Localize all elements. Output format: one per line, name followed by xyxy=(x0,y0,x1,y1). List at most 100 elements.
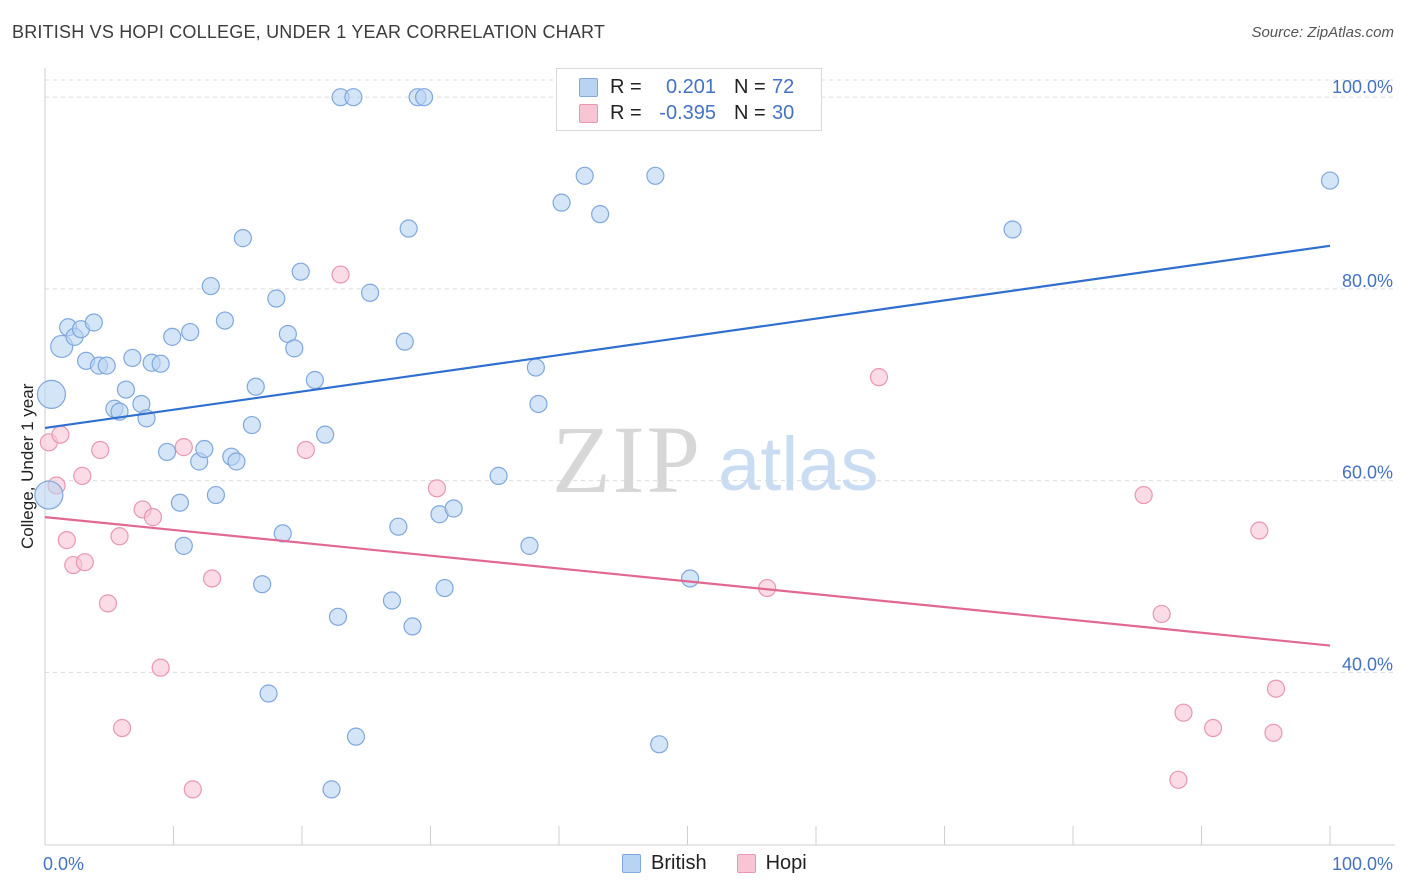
y-tick-label: 60.0% xyxy=(1342,463,1393,483)
legend-row-hopi: R = -0.395 N = 30 xyxy=(579,100,794,126)
legend-item-hopi[interactable]: Hopi xyxy=(737,852,807,875)
british-point xyxy=(436,580,453,597)
british-point xyxy=(254,576,271,593)
hopi-point xyxy=(74,467,91,484)
british-point xyxy=(159,443,176,460)
n-label: N = xyxy=(734,76,772,99)
hopi-point xyxy=(99,595,116,612)
n-value: 30 xyxy=(772,102,794,125)
hopi-point xyxy=(175,439,192,456)
british-point xyxy=(286,340,303,357)
british-point xyxy=(445,500,462,517)
british-point xyxy=(576,167,593,184)
british-point xyxy=(152,355,169,372)
hopi-point xyxy=(1175,704,1192,721)
british-point xyxy=(243,417,260,434)
watermark-atlas: atlas xyxy=(718,422,879,507)
british-point xyxy=(416,89,433,106)
british-point xyxy=(175,537,192,554)
british-point xyxy=(383,592,400,609)
y-tick-label: 100.0% xyxy=(1332,77,1393,97)
british-point xyxy=(207,487,224,504)
british-point xyxy=(182,324,199,341)
hopi-point xyxy=(204,570,221,587)
british-point xyxy=(164,328,181,345)
hopi-point xyxy=(1205,720,1222,737)
watermark: ZIP atlas xyxy=(552,406,879,513)
british-point xyxy=(317,426,334,443)
hopi-point xyxy=(1170,771,1187,788)
british-point xyxy=(527,359,544,376)
british-point xyxy=(196,441,213,458)
x-tick-label: 0.0% xyxy=(43,854,84,874)
british-swatch xyxy=(579,78,598,97)
british-point xyxy=(228,453,245,470)
hopi-point xyxy=(1251,522,1268,539)
british-point xyxy=(396,333,413,350)
scatter-chart: ZIP atlas 40.0% 60.0% 80.0% 100.0% 0.0% 100.… xyxy=(0,0,1406,892)
british-point xyxy=(647,167,664,184)
hopi-point xyxy=(297,441,314,458)
hopi-point xyxy=(114,720,131,737)
hopi-points xyxy=(40,266,1284,798)
legend-row-british: R = 0.201 N = 72 xyxy=(579,74,794,100)
british-point xyxy=(404,618,421,635)
british-point xyxy=(651,736,668,753)
r-label: R = xyxy=(610,76,644,99)
n-value: 72 xyxy=(772,76,794,99)
british-point xyxy=(362,284,379,301)
hopi-point xyxy=(332,266,349,283)
hopi-swatch xyxy=(579,104,598,123)
british-point xyxy=(553,194,570,211)
british-point xyxy=(117,381,134,398)
british-point xyxy=(347,728,364,745)
british-point xyxy=(1322,172,1339,189)
hopi-trend-line xyxy=(45,517,1330,645)
british-point xyxy=(234,230,251,247)
hopi-point xyxy=(1265,724,1282,741)
hopi-point xyxy=(184,781,201,798)
hopi-point xyxy=(52,426,69,443)
hopi-point xyxy=(92,441,109,458)
british-point xyxy=(521,537,538,554)
watermark-zip: ZIP xyxy=(552,406,702,513)
hopi-point xyxy=(870,369,887,386)
r-value: 0.201 xyxy=(644,76,716,99)
british-point xyxy=(345,89,362,106)
british-point xyxy=(247,378,264,395)
british-swatch xyxy=(622,854,641,873)
hopi-point xyxy=(144,509,161,526)
british-point xyxy=(124,349,141,366)
hopi-point xyxy=(1153,605,1170,622)
british-point xyxy=(390,518,407,535)
n-label: N = xyxy=(734,102,772,125)
british-point xyxy=(202,278,219,295)
hopi-point xyxy=(428,480,445,497)
hopi-swatch xyxy=(737,854,756,873)
hopi-point xyxy=(1135,487,1152,504)
british-point xyxy=(37,380,65,408)
british-point xyxy=(171,494,188,511)
british-point xyxy=(592,206,609,223)
british-point xyxy=(1004,221,1021,238)
legend-item-british[interactable]: British xyxy=(622,852,707,875)
hopi-point xyxy=(76,554,93,571)
british-point xyxy=(85,314,102,331)
y-tick-label: 40.0% xyxy=(1342,654,1393,674)
stats-legend: R = 0.201 N = 72 R = -0.395 N = 30 xyxy=(556,68,822,131)
british-point xyxy=(306,372,323,389)
r-label: R = xyxy=(610,102,644,125)
r-value: -0.395 xyxy=(644,102,716,125)
hopi-label: Hopi xyxy=(766,852,807,875)
y-tick-label: 80.0% xyxy=(1342,271,1393,291)
british-point xyxy=(400,220,417,237)
y-tick-labels: 40.0% 60.0% 80.0% 100.0% xyxy=(1332,77,1393,674)
british-point xyxy=(329,608,346,625)
hopi-point xyxy=(58,532,75,549)
british-point xyxy=(216,312,233,329)
british-point xyxy=(530,395,547,412)
british-trend-line xyxy=(45,246,1330,428)
british-point xyxy=(35,481,63,509)
hopi-point xyxy=(152,659,169,676)
hopi-point xyxy=(111,528,128,545)
